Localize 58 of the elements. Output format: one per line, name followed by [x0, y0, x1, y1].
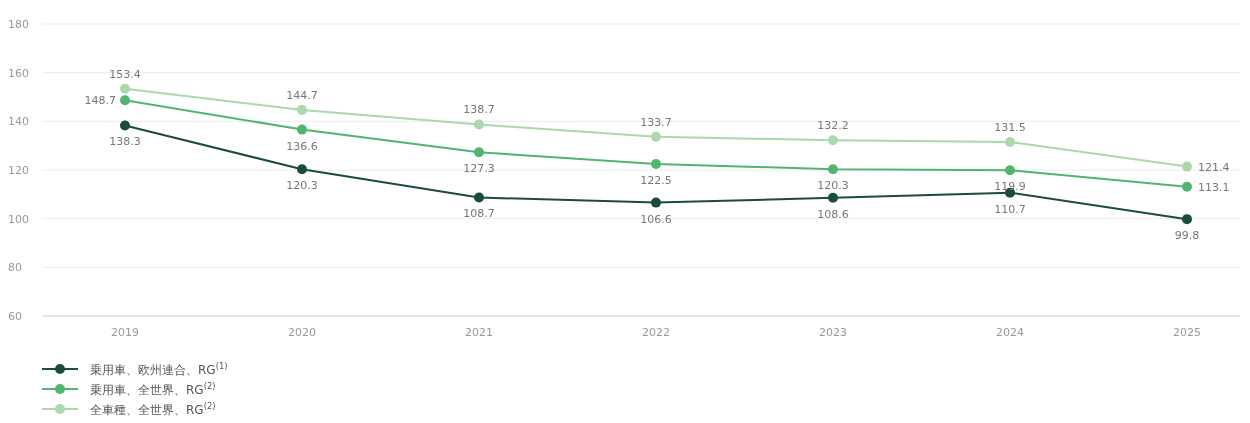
data-label: 132.2 [817, 119, 849, 133]
data-label: 133.7 [640, 115, 672, 129]
y-tick-label: 80 [8, 261, 22, 275]
y-tick-label: 60 [8, 310, 22, 323]
data-label: 138.7 [463, 103, 495, 117]
data-label: 131.5 [994, 121, 1026, 135]
data-label: 108.6 [817, 207, 849, 221]
point [474, 119, 484, 130]
point [474, 147, 484, 158]
point [828, 164, 838, 175]
y-tick-label: 160 [8, 66, 29, 80]
point [474, 192, 484, 203]
point [120, 120, 130, 131]
x-tick-label: 2022 [642, 326, 670, 339]
legend-label: 乗用車、欧州連合、RG$^{(1)}$ [90, 361, 228, 377]
data-label: 119.9 [994, 180, 1026, 194]
y-tick-label: 100 [8, 212, 29, 226]
data-label: 127.3 [463, 162, 495, 176]
x-tick-label: 2024 [996, 326, 1024, 339]
data-label: 122.5 [640, 173, 672, 187]
data-label: 120.3 [817, 179, 849, 193]
point [1005, 165, 1015, 176]
point [297, 164, 307, 175]
point [1182, 161, 1192, 172]
x-tick-label: 2021 [465, 326, 493, 339]
data-label: 136.6 [286, 139, 318, 153]
data-label: 144.7 [286, 88, 318, 102]
x-tick-label: 2025 [1173, 326, 1201, 339]
data-label: 120.3 [286, 179, 318, 193]
data-label: 99.8 [1174, 229, 1200, 243]
point [1005, 137, 1015, 148]
point [297, 124, 307, 135]
legend-label: 全車種、全世界、RG$^{(2)}$ [90, 401, 216, 417]
y-tick-label: 120 [8, 164, 29, 177]
legend-label: 乗用車、全世界、RG$^{(2)}$ [90, 381, 216, 397]
data-label: 121.4 [1198, 160, 1230, 174]
data-label: 106.6 [640, 212, 672, 226]
point [120, 83, 130, 94]
y-tick-label: 180 [8, 18, 29, 31]
x-tick-label: 2020 [288, 326, 316, 339]
data-label: 110.7 [994, 202, 1026, 216]
point [828, 135, 838, 146]
point [651, 197, 661, 208]
point [297, 104, 307, 115]
point [828, 192, 838, 203]
point [651, 131, 661, 142]
x-tick-label: 2019 [111, 326, 139, 339]
data-label: 138.3 [109, 135, 141, 149]
point [1182, 181, 1192, 192]
data-label: 153.4 [109, 67, 141, 81]
data-label: 108.7 [463, 207, 495, 221]
point [651, 158, 661, 169]
point [120, 95, 130, 106]
point [1182, 214, 1192, 225]
x-tick-label: 2023 [819, 326, 847, 339]
data-label: 148.7 [84, 94, 116, 108]
data-label: 113.1 [1198, 180, 1230, 194]
y-tick-label: 140 [8, 115, 29, 129]
